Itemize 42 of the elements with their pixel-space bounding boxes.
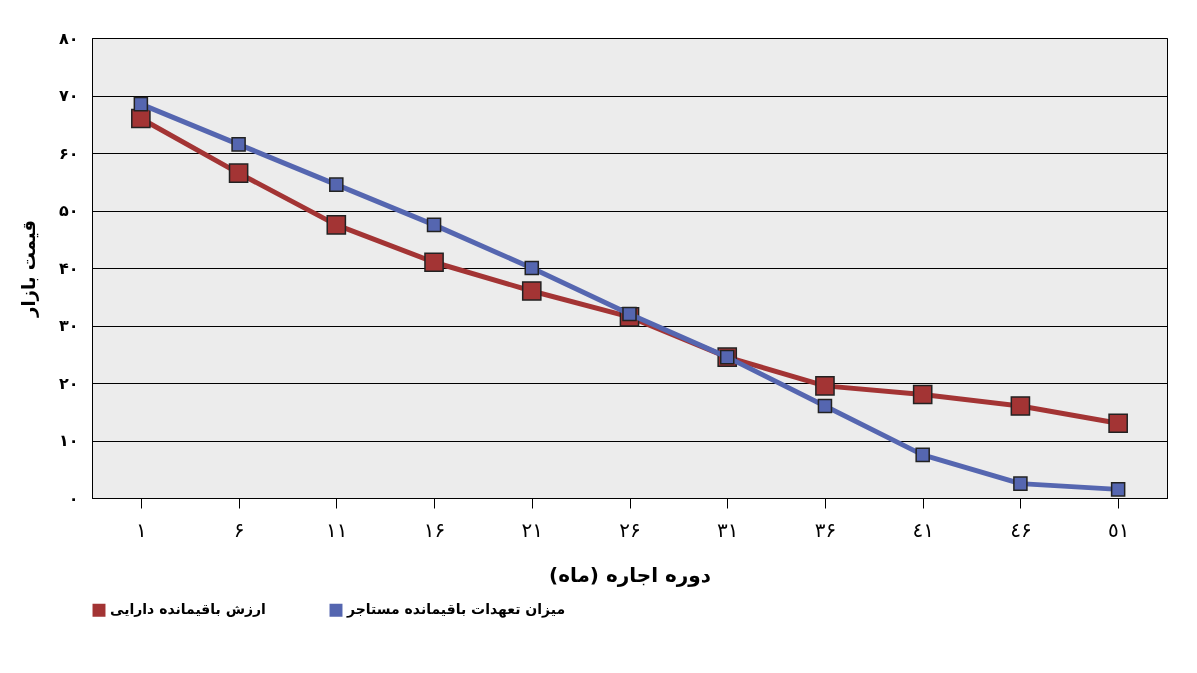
point — [1108, 413, 1128, 434]
point — [912, 384, 933, 405]
y-tick-label: ۱۰ — [58, 431, 79, 450]
point — [131, 108, 151, 129]
y-tick-label: ۸۰ — [58, 28, 79, 48]
point — [817, 398, 833, 414]
x-tick-label: ۳۱ — [716, 517, 739, 542]
y-tick-label: ۲۰ — [58, 373, 79, 393]
x-tick-label: ٥۱ — [1107, 517, 1130, 542]
y-tick-label: ۵۰ — [58, 201, 79, 220]
point — [1013, 476, 1028, 491]
point — [329, 177, 344, 192]
x-tick-label: ۱۱ — [326, 517, 348, 542]
y-tick-label: ۳۰ — [58, 316, 79, 335]
point — [521, 281, 542, 301]
point — [231, 137, 246, 152]
x-tick-label: ٤۶ — [1010, 517, 1032, 542]
point — [424, 252, 444, 273]
y-tick-label: ۰ — [68, 488, 79, 508]
point — [1110, 482, 1126, 497]
x-tick-label: ۱ — [135, 517, 147, 542]
x-tick-label: ۲۱ — [521, 517, 544, 542]
point — [426, 217, 442, 233]
x-tick-label: ۱۶ — [423, 517, 446, 542]
point — [228, 163, 249, 183]
y-tick-label: ۶۰ — [58, 143, 79, 163]
point — [1010, 396, 1031, 416]
x-tick-label: ۳۶ — [814, 517, 837, 542]
y-tick-label: ۴۰ — [58, 258, 79, 278]
x-tick-label: ۲۶ — [619, 517, 641, 542]
point — [326, 215, 347, 235]
point — [915, 447, 930, 463]
point — [524, 260, 540, 276]
y-tick-label: ۷۰ — [58, 86, 79, 105]
x-tick-label: ٤۱ — [912, 517, 934, 542]
legend-label: ارزش باقیمانده دارایی — [110, 601, 266, 618]
legend-label: میزان تعهدات باقیمانده مستاجر — [346, 601, 566, 619]
x-tick-label: ۶ — [233, 517, 245, 542]
point — [133, 96, 149, 112]
y-axis-title: قیمت بازار — [17, 220, 39, 318]
x-axis-title: دوره اجاره (ماه) — [548, 562, 712, 587]
point — [815, 376, 835, 396]
